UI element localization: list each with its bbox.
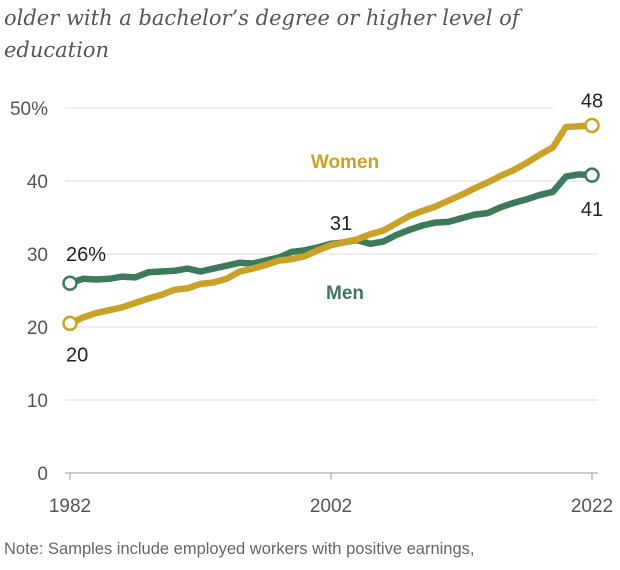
x-tick-label: 1982 <box>49 496 91 517</box>
y-tick-label: 40 <box>27 172 48 193</box>
data-label: 20 <box>66 344 88 366</box>
chart-note: Note: Samples include employed workers w… <box>4 540 475 558</box>
endpoint-marker-women <box>62 315 78 332</box>
y-tick-label: 20 <box>27 318 48 339</box>
y-tick-label: 0 <box>37 464 48 485</box>
y-tick-label: 50% <box>10 99 48 120</box>
endpoint-marker-men <box>584 167 600 183</box>
x-tick-label: 2022 <box>571 496 613 517</box>
series-label-women: Women <box>311 152 379 173</box>
series-line-women <box>66 122 596 327</box>
endpoint-marker-men <box>62 275 78 291</box>
y-tick-label: 30 <box>27 245 48 266</box>
line-chart: 0 10 20 30 40 50% 1982 2002 2022 Women Men 26% 20 31 4… <box>10 91 613 517</box>
series-label-men: Men <box>326 283 364 304</box>
data-label: 48 <box>581 91 603 113</box>
data-label: 41 <box>581 199 603 221</box>
data-label: 31 <box>330 213 352 235</box>
y-tick-label: 10 <box>27 391 48 412</box>
x-tick-label: 2002 <box>310 496 352 517</box>
endpoint-marker-women <box>584 117 600 134</box>
data-label: 26% <box>66 244 106 266</box>
chart-subtitle: older with a bachelor’s degree or higher… <box>4 6 520 62</box>
